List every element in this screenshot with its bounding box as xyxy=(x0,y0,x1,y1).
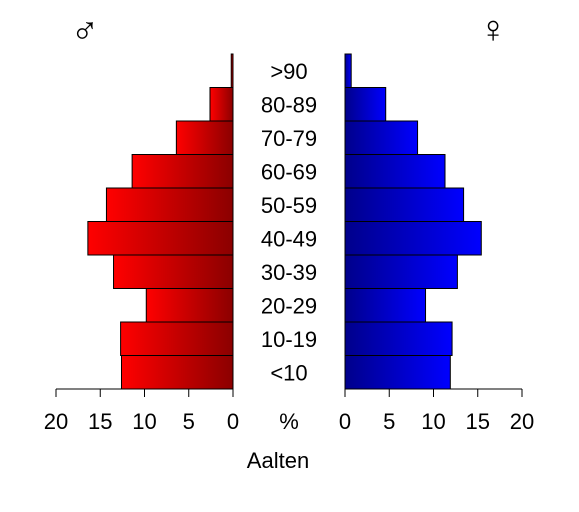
female-bar-30-39 xyxy=(344,254,458,289)
male-tick-label: 20 xyxy=(44,409,68,434)
male-bar-20-29 xyxy=(145,288,234,323)
female-bar-70-79 xyxy=(344,120,419,155)
male-bars xyxy=(87,53,234,390)
male-bar-under-10 xyxy=(120,355,234,390)
age-label-30-39: 30-39 xyxy=(261,260,317,285)
female-bars xyxy=(344,53,482,390)
female-tick-label: 5 xyxy=(383,409,395,434)
age-label-60-69: 60-69 xyxy=(261,159,317,184)
female-bar-60-69 xyxy=(344,154,446,189)
female-tick-label: 20 xyxy=(510,409,534,434)
age-label-over-90: >90 xyxy=(270,59,307,84)
male-bar-40-49 xyxy=(87,221,234,256)
age-label-under-10: <10 xyxy=(270,360,307,385)
female-symbol: ♀ xyxy=(479,9,508,51)
male-bar-60-69 xyxy=(131,154,234,189)
male-bar-50-59 xyxy=(105,187,234,222)
female-tick-label: 10 xyxy=(421,409,445,434)
male-tick-label: 0 xyxy=(227,409,239,434)
female-bar-50-59 xyxy=(344,187,465,222)
female-bar-10-19 xyxy=(344,321,453,356)
male-tick-label: 15 xyxy=(88,409,112,434)
female-bar-40-49 xyxy=(344,221,482,256)
age-label-50-59: 50-59 xyxy=(261,193,317,218)
female-tick-label: 15 xyxy=(466,409,490,434)
male-bar-30-39 xyxy=(113,254,234,289)
age-label-20-29: 20-29 xyxy=(261,293,317,318)
male-tick-label: 5 xyxy=(183,409,195,434)
male-bar-80-89 xyxy=(209,87,234,122)
female-bar-over-90 xyxy=(344,53,352,88)
male-tick-label: 10 xyxy=(132,409,156,434)
female-tick-label: 0 xyxy=(339,409,351,434)
male-bar-over-90 xyxy=(230,53,234,88)
age-label-80-89: 80-89 xyxy=(261,92,317,117)
male-bar-10-19 xyxy=(120,321,234,356)
male-symbol: ♂ xyxy=(71,9,100,51)
female-bar-80-89 xyxy=(344,87,387,122)
age-label-70-79: 70-79 xyxy=(261,126,317,151)
age-label-40-49: 40-49 xyxy=(261,226,317,251)
female-bar-under-10 xyxy=(344,355,451,390)
center-unit-label: % xyxy=(279,409,299,434)
male-bar-70-79 xyxy=(175,120,234,155)
age-group-labels: <10 10-19 20-29 30-39 40-49 50-59 60-69 70-79 80… xyxy=(261,59,317,386)
x-axes: 20 15 10 5 0 0 5 10 15 20 xyxy=(44,388,534,434)
age-label-10-19: 10-19 xyxy=(261,327,317,352)
chart-title: Aalten xyxy=(247,448,309,473)
female-bar-20-29 xyxy=(344,288,427,323)
